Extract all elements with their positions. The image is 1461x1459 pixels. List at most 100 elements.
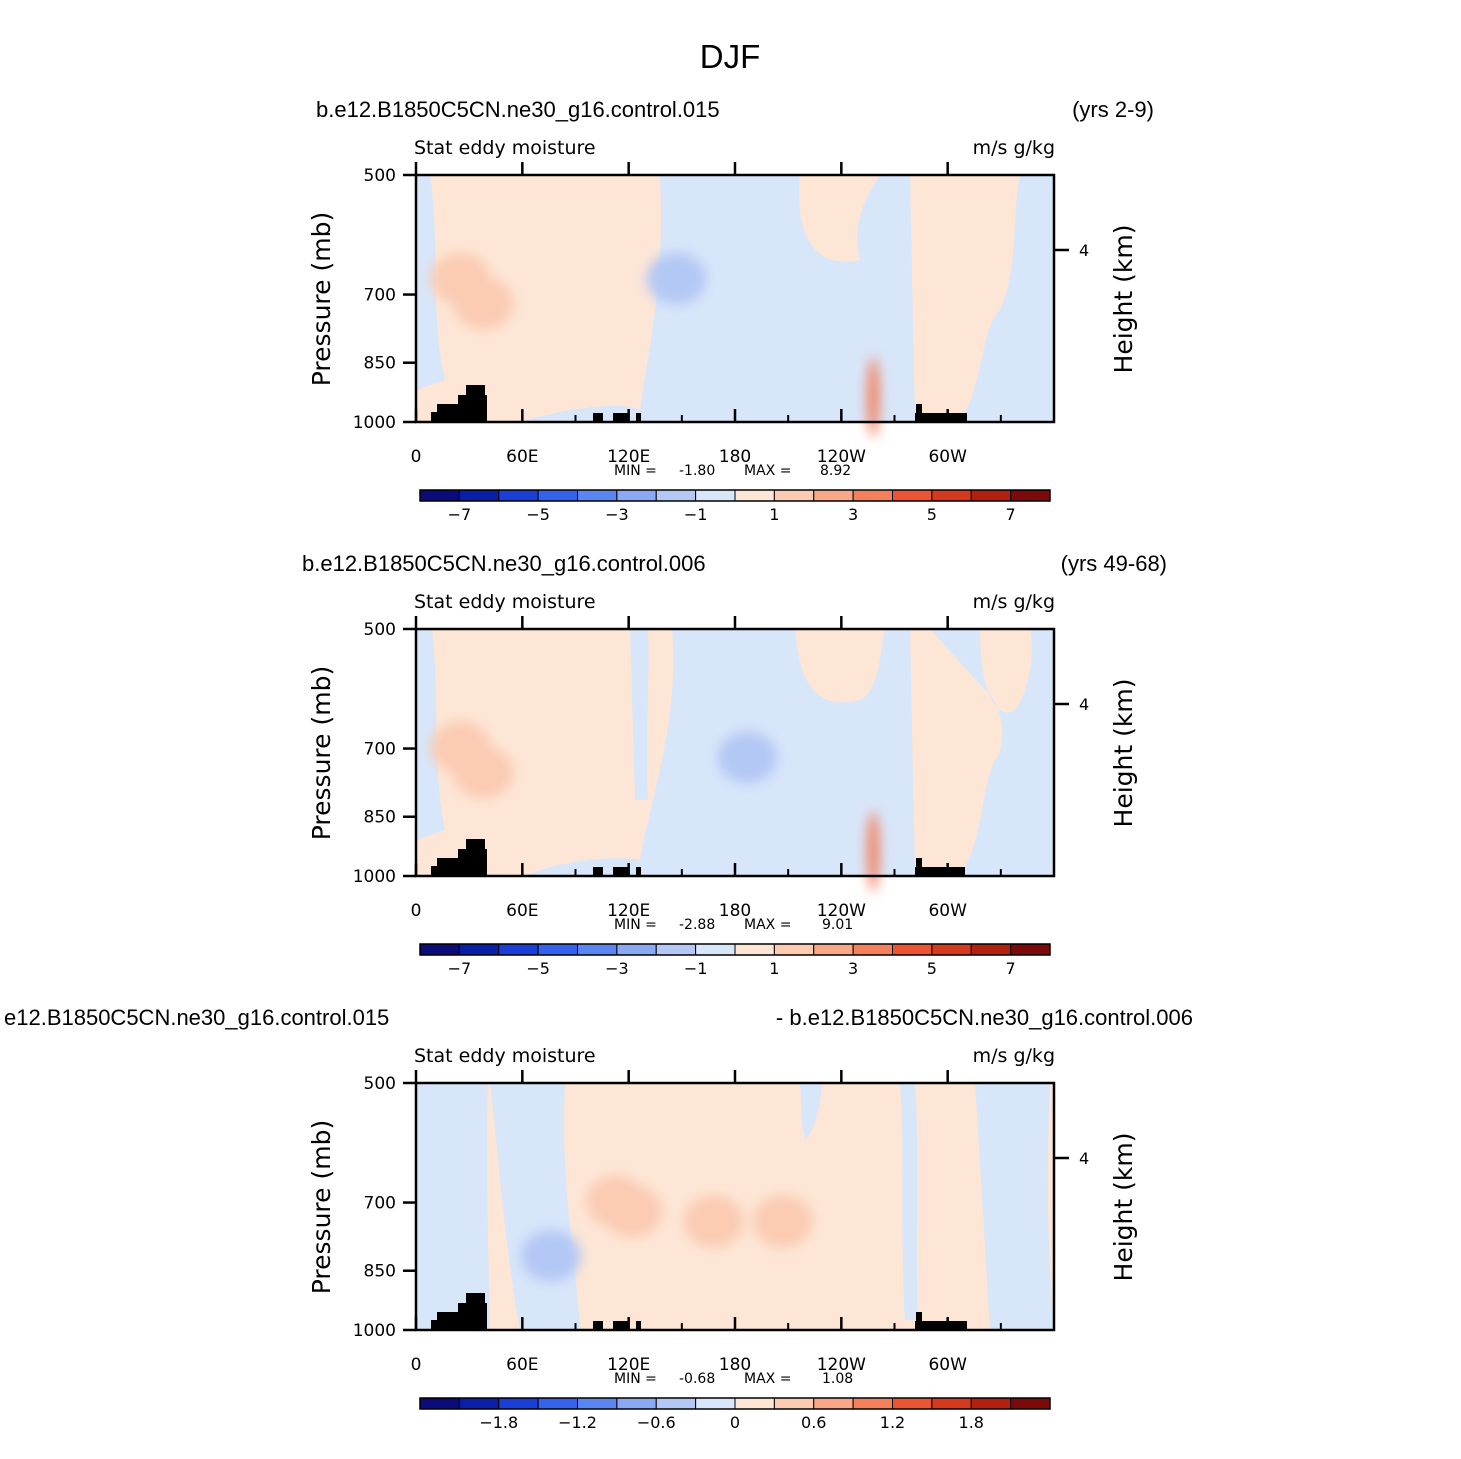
colorbar-frame (419, 489, 1051, 502)
y-axis-right-label: Height (km) (1109, 1133, 1138, 1282)
x-tick-label: 60W (928, 447, 967, 467)
y-tick-label: 850 (364, 354, 396, 374)
max-label: MAX = (744, 1371, 791, 1387)
x-tick-label: 120E (607, 1355, 650, 1375)
axes: 0 60E 120E 180 120W 60W 500 700 850 1000 4 (353, 1070, 1089, 1375)
topo-asia (636, 867, 641, 876)
colorbar-tick-label: 5 (927, 505, 937, 524)
topo-africa (458, 849, 487, 859)
x-tick-label: 60E (506, 1355, 538, 1375)
topo-andes (915, 1321, 967, 1330)
topo-africa (431, 1320, 487, 1330)
topo-asia (593, 867, 603, 876)
colorbar-swatch (537, 943, 578, 956)
colorbar-swatch (419, 489, 460, 502)
topo-asia (593, 1321, 603, 1330)
panel-1: b.e12.B1850C5CN.ne30_g16.control.015 (yr… (307, 97, 1154, 524)
anomaly-field (416, 175, 1054, 422)
colorbar-tick-label: 3 (848, 505, 858, 524)
colorbar-tick-label: −7 (448, 505, 472, 524)
colorbar-swatch (1010, 943, 1051, 956)
y-tick-label: 850 (364, 1262, 396, 1282)
colorbar-swatch (892, 943, 933, 956)
colorbar-swatch (458, 489, 500, 502)
colorbar-swatch (498, 489, 539, 502)
y-axis-label: Pressure (mb) (307, 212, 336, 386)
colorbar-tick-label: −5 (526, 505, 550, 524)
blob-layer (430, 252, 880, 438)
colorbar-swatch (695, 1397, 736, 1410)
colorbar-tick-label: 1 (769, 505, 779, 524)
variable-title: Stat eddy moisture (414, 137, 596, 159)
colorbar-tick-label: 5 (927, 959, 937, 978)
x-tick-label: 180 (719, 901, 751, 921)
y-axis-label: Pressure (mb) (307, 666, 336, 840)
y-tick-label: 500 (364, 1074, 396, 1094)
positive-anomaly-blob (683, 1195, 744, 1248)
colorbar-swatch (655, 1397, 697, 1410)
colorbar-swatch (498, 943, 539, 956)
colorbar-swatch (852, 489, 893, 502)
plot-area (414, 173, 1056, 438)
topo-asia (593, 413, 603, 422)
stats-line: MIN = -1.80 MAX = 8.92 (614, 463, 851, 479)
case-right-label: (yrs 49-68) (1061, 551, 1167, 576)
colorbar-swatch (655, 943, 697, 956)
colorbar-swatch (498, 1397, 539, 1410)
x-tick-label: 60W (928, 1355, 967, 1375)
colorbar-tick-label: 3 (848, 959, 858, 978)
min-label: MIN = (614, 1371, 657, 1387)
colorbar-swatch (931, 489, 972, 502)
colorbar-swatch (852, 943, 893, 956)
case-left-label: b.e12.B1850C5CN.ne30_g16.control.015 (316, 97, 720, 122)
colorbar-swatch (892, 1397, 933, 1410)
x-tick-label: 60E (506, 901, 538, 921)
blob-layer (520, 1175, 813, 1282)
colorbar-swatch (813, 943, 854, 956)
colorbar-swatch (773, 1397, 815, 1410)
colorbar-tick-label: −3 (605, 505, 629, 524)
x-tick-label: 180 (719, 1355, 751, 1375)
blob-layer (430, 721, 880, 892)
colorbar-tick-label: 0 (730, 1413, 740, 1432)
negative-region (416, 629, 445, 840)
positive-anomaly-blob (453, 746, 514, 799)
y-tick-label: 850 (364, 808, 396, 828)
colorbar-swatch (1010, 489, 1051, 502)
colorbar-swatch (734, 489, 775, 502)
colorbar-tick-label: 7 (1006, 959, 1016, 978)
negative-region (975, 1083, 1054, 1330)
colorbar-swatch (458, 943, 500, 956)
y-tick-label: 500 (364, 166, 396, 186)
x-tick-label: 60E (506, 447, 538, 467)
topo-asia (636, 413, 641, 422)
colorbar-tick-label: 1.2 (880, 1413, 905, 1432)
figure-title: DJF (700, 38, 761, 75)
colorbar-swatch (537, 489, 578, 502)
min-label: MIN = (614, 917, 657, 933)
units-label: m/s g/kg (973, 591, 1055, 613)
negative-anomaly-blob (717, 731, 778, 784)
colorbar-swatch (773, 489, 815, 502)
colorbar: −1.8 −1.2 −0.6 0 0.6 1.2 1.8 (419, 1397, 1051, 1432)
colorbar-swatch (852, 1397, 893, 1410)
topo-andes (915, 413, 967, 422)
topography-mask (431, 839, 965, 876)
colorbar-swatch (419, 1397, 460, 1410)
colorbar-swatch (537, 1397, 578, 1410)
colorbar-tick-label: 1.8 (959, 1413, 984, 1432)
x-tick-label: 0 (411, 1355, 422, 1375)
colorbar-swatch (970, 489, 1012, 502)
colorbar-tick-label: −7 (448, 959, 472, 978)
negative-region (900, 1083, 918, 1320)
case-right-label: - b.e12.B1850C5CN.ne30_g16.control.006 (776, 1005, 1193, 1030)
units-label: m/s g/kg (973, 137, 1055, 159)
colorbar-swatch (734, 943, 775, 956)
topo-africa (437, 1312, 487, 1322)
colorbar-swatch (695, 943, 736, 956)
topo-asia (613, 867, 629, 876)
units-label: m/s g/kg (973, 1045, 1055, 1067)
colorbar-swatch (931, 1397, 972, 1410)
y-tick-label: 1000 (353, 867, 396, 887)
negative-region (630, 629, 649, 800)
